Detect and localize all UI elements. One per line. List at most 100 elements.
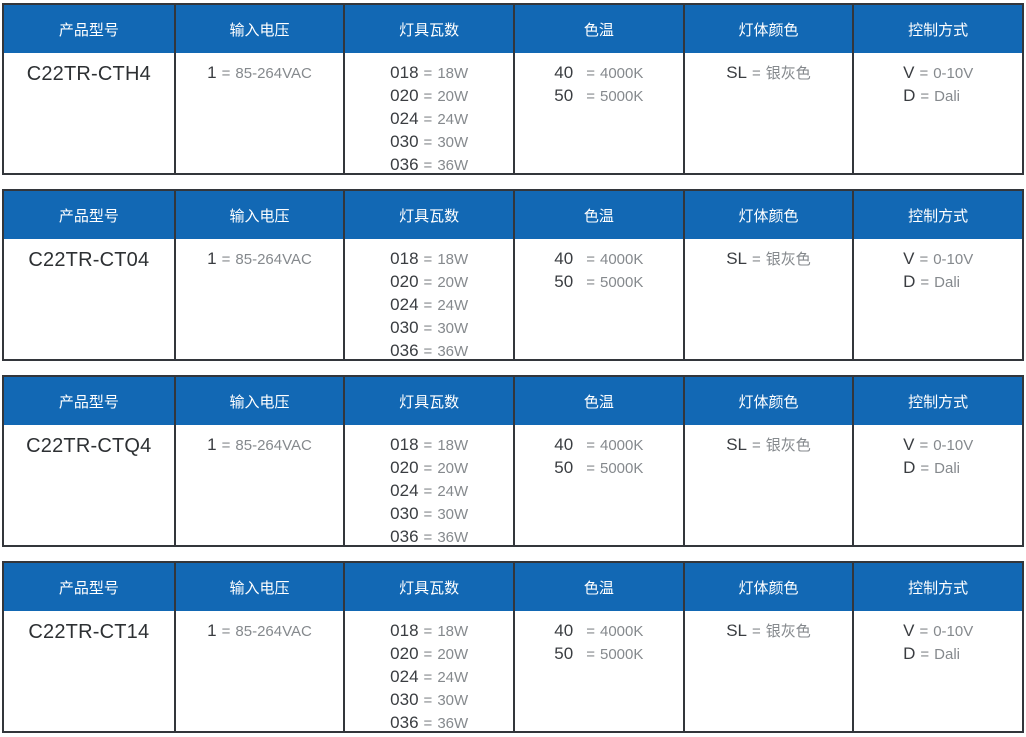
option-code: 50: [554, 272, 574, 291]
body-color-options: SL = 银灰色: [726, 62, 811, 85]
option-value: 18W: [437, 437, 469, 454]
option-code: 030: [390, 318, 419, 337]
column-header-color-temperature: 色温: [513, 377, 683, 425]
column-header-color-temperature: 色温: [513, 191, 683, 239]
option-value: 30W: [437, 134, 469, 151]
equals-sign: =: [221, 65, 231, 82]
wattage-option: 018 = 18W: [390, 434, 468, 457]
product-table: 产品型号 输入电压 灯具瓦数 色温 灯体颜色 控制方式 C22TR-CTH4 1…: [2, 3, 1024, 175]
column-header-wattage: 灯具瓦数: [343, 191, 513, 239]
cct-option: 40 = 4000K: [554, 434, 643, 457]
equals-sign: =: [221, 623, 231, 640]
option-value: 银灰色: [765, 623, 811, 640]
control-options: V = 0-10V D = Dali: [903, 434, 973, 480]
cell-product-model: C22TR-CT14: [4, 611, 174, 731]
voltage-option: 1 = 85-264VAC: [207, 620, 312, 643]
option-value: 30W: [437, 506, 469, 523]
control-option: D = Dali: [903, 643, 973, 666]
table-data-row: C22TR-CT04 1 = 85-264VAC 018 = 18W 020 = 20W 0…: [4, 239, 1022, 359]
wattage-option: 030 = 30W: [390, 503, 468, 526]
column-header-input-voltage: 输入电压: [173, 377, 344, 425]
cct-options: 40 = 4000K 50 = 5000K: [554, 434, 643, 480]
option-value: 30W: [437, 320, 469, 337]
column-header-input-voltage: 输入电压: [173, 5, 344, 53]
table-header-row: 产品型号 输入电压 灯具瓦数 色温 灯体颜色 控制方式: [4, 563, 1022, 611]
cell-input-voltage: 1 = 85-264VAC: [173, 239, 344, 359]
wattage-option: 020 = 20W: [390, 643, 468, 666]
option-value: 0-10V: [933, 65, 974, 82]
option-code: 024: [390, 481, 419, 500]
column-header-body-color: 灯体颜色: [682, 563, 853, 611]
wattage-options: 018 = 18W 020 = 20W 024 = 24W 030 = 30W 036 = 36W: [390, 248, 468, 359]
wattage-option: 030 = 30W: [390, 689, 468, 712]
column-header-body-color: 灯体颜色: [682, 377, 853, 425]
column-header-input-voltage: 输入电压: [173, 191, 344, 239]
product-code-tables: 产品型号 输入电压 灯具瓦数 色温 灯体颜色 控制方式 C22TR-CTH4 1…: [0, 3, 1026, 733]
cct-options: 40 = 4000K 50 = 5000K: [554, 248, 643, 294]
option-code: 1: [207, 249, 217, 268]
option-code: 40: [554, 249, 574, 268]
column-header-wattage: 灯具瓦数: [343, 563, 513, 611]
wattage-option: 024 = 24W: [390, 480, 468, 503]
cell-input-voltage: 1 = 85-264VAC: [173, 611, 344, 731]
cell-wattage: 018 = 18W 020 = 20W 024 = 24W 030 = 30W 036 = 36W: [343, 611, 513, 731]
option-value: 85-264VAC: [235, 437, 312, 454]
wattage-option: 020 = 20W: [390, 85, 468, 108]
option-value: 银灰色: [765, 251, 811, 268]
option-value: 5000K: [599, 88, 644, 105]
option-value: 24W: [437, 669, 469, 686]
column-header-color-temperature: 色温: [513, 563, 683, 611]
cct-option: 50 = 5000K: [554, 271, 643, 294]
wattage-option: 018 = 18W: [390, 620, 468, 643]
voltage-option: 1 = 85-264VAC: [207, 248, 312, 271]
option-code: SL: [726, 249, 747, 268]
model-number: C22TR-CT14: [28, 621, 150, 643]
option-value: 24W: [437, 483, 469, 500]
option-code: 020: [390, 272, 419, 291]
control-option: V = 0-10V: [903, 62, 973, 85]
table-header-row: 产品型号 输入电压 灯具瓦数 色温 灯体颜色 控制方式: [4, 191, 1022, 239]
cct-options: 40 = 4000K 50 = 5000K: [554, 620, 643, 666]
equals-sign: =: [919, 437, 929, 454]
cell-product-model: C22TR-CTH4: [4, 53, 174, 173]
equals-sign: =: [423, 506, 433, 523]
column-header-control-method: 控制方式: [852, 377, 1022, 425]
option-code: D: [903, 86, 916, 105]
body-color-option: SL = 银灰色: [726, 62, 811, 85]
equals-sign: =: [423, 65, 433, 82]
equals-sign: =: [423, 483, 433, 500]
product-table: 产品型号 输入电压 灯具瓦数 色温 灯体颜色 控制方式 C22TR-CTQ4 1…: [2, 375, 1024, 547]
table-data-row: C22TR-CT14 1 = 85-264VAC 018 = 18W 020 = 20W 0…: [4, 611, 1022, 731]
wattage-option: 024 = 24W: [390, 294, 468, 317]
wattage-option: 018 = 18W: [390, 248, 468, 271]
wattage-option: 018 = 18W: [390, 62, 468, 85]
control-option: V = 0-10V: [903, 434, 973, 457]
model-number: C22TR-CTH4: [26, 63, 151, 85]
body-color-option: SL = 银灰色: [726, 248, 811, 271]
wattage-option: 024 = 24W: [390, 108, 468, 131]
equals-sign: =: [423, 88, 433, 105]
wattage-options: 018 = 18W 020 = 20W 024 = 24W 030 = 30W 036 = 36W: [390, 434, 468, 545]
option-value: 85-264VAC: [235, 251, 312, 268]
option-value: 4000K: [599, 251, 644, 268]
equals-sign: =: [752, 251, 761, 268]
equals-sign: =: [919, 623, 929, 640]
control-option: D = Dali: [903, 85, 973, 108]
equals-sign: =: [423, 623, 433, 640]
equals-sign: =: [423, 320, 433, 337]
table-header-row: 产品型号 输入电压 灯具瓦数 色温 灯体颜色 控制方式: [4, 5, 1022, 53]
column-header-wattage: 灯具瓦数: [343, 5, 513, 53]
option-value: Dali: [934, 274, 960, 291]
wattage-options: 018 = 18W 020 = 20W 024 = 24W 030 = 30W 036 = 36W: [390, 620, 468, 731]
option-value: Dali: [934, 460, 960, 477]
wattage-option: 020 = 20W: [390, 271, 468, 294]
option-code: SL: [726, 435, 747, 454]
product-table: 产品型号 输入电压 灯具瓦数 色温 灯体颜色 控制方式 C22TR-CT14 1…: [2, 561, 1024, 733]
voltage-options: 1 = 85-264VAC: [207, 62, 312, 85]
control-options: V = 0-10V D = Dali: [903, 248, 973, 294]
wattage-option: 036 = 36W: [390, 340, 468, 359]
column-header-body-color: 灯体颜色: [682, 191, 853, 239]
equals-sign: =: [423, 111, 433, 128]
model-number: C22TR-CTQ4: [26, 435, 152, 457]
option-value: 5000K: [599, 646, 644, 663]
